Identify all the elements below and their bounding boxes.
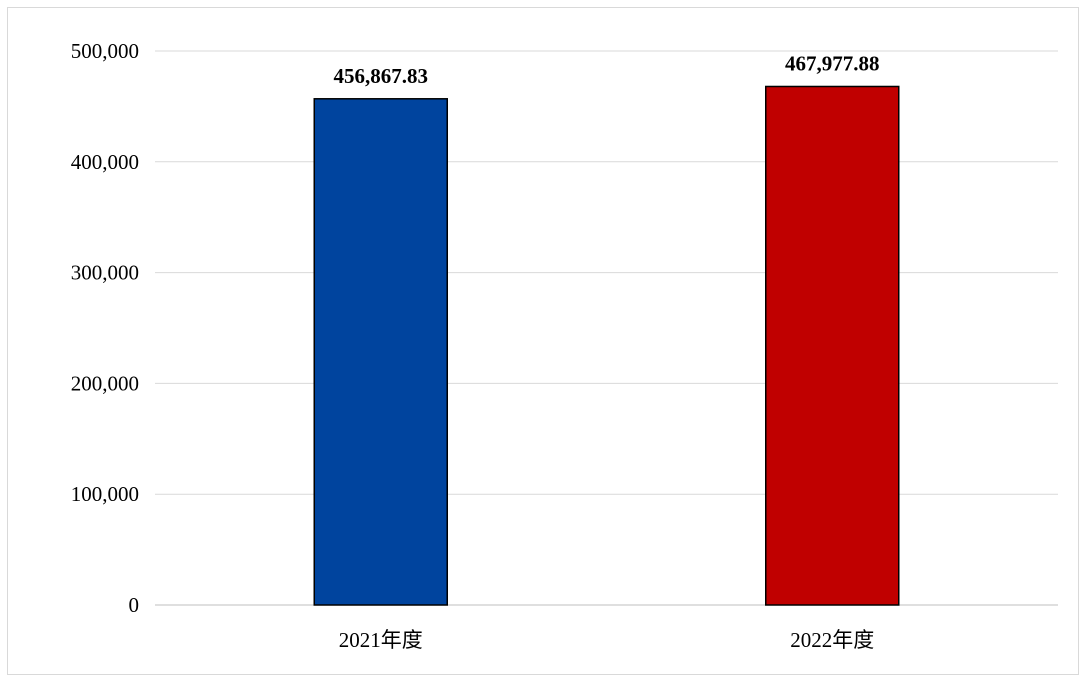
y-axis: 0 100,000 200,000 300,000 400,000 500,000 bbox=[71, 39, 139, 617]
x-axis: 2021年度 2022年度 bbox=[339, 628, 875, 652]
y-tick-label: 300,000 bbox=[71, 261, 139, 285]
y-tick-label: 500,000 bbox=[71, 39, 139, 63]
data-label: 456,867.83 bbox=[334, 64, 429, 88]
bar bbox=[765, 85, 900, 606]
y-tick-label: 400,000 bbox=[71, 150, 139, 174]
y-tick-label: 200,000 bbox=[71, 371, 139, 395]
x-tick-label: 2022年度 bbox=[790, 628, 874, 652]
chart-frame bbox=[7, 7, 1079, 675]
x-tick-label: 2021年度 bbox=[339, 628, 423, 652]
data-label: 467,977.88 bbox=[785, 51, 880, 75]
bars bbox=[313, 85, 900, 606]
y-tick-label: 100,000 bbox=[71, 482, 139, 506]
data-labels: 456,867.83 467,977.88 bbox=[334, 51, 880, 87]
bar bbox=[313, 98, 448, 606]
y-tick-label: 0 bbox=[129, 593, 140, 617]
gridlines bbox=[155, 50, 1058, 606]
